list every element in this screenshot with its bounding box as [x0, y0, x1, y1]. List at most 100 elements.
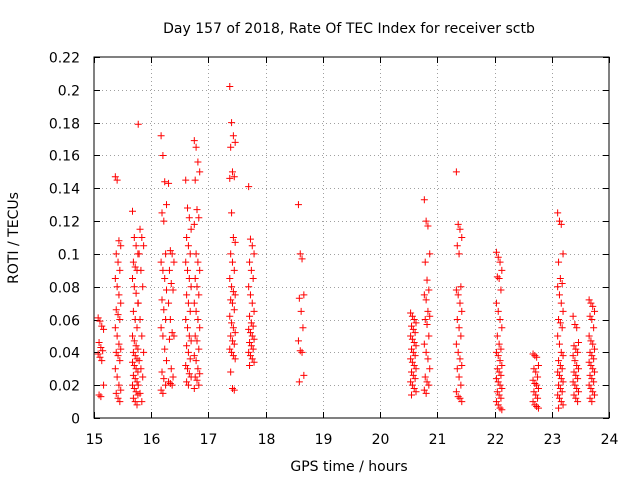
data-point — [425, 332, 433, 340]
data-point — [117, 386, 125, 394]
data-point — [411, 375, 419, 383]
x-tick-label: 20 — [372, 432, 390, 448]
data-point — [97, 393, 105, 401]
data-point — [498, 384, 506, 392]
data-point — [420, 196, 428, 204]
data-point — [556, 384, 564, 392]
data-point — [420, 340, 428, 348]
data-point — [496, 404, 504, 412]
data-point — [94, 350, 102, 358]
data-point — [129, 371, 137, 379]
data-point — [250, 358, 258, 366]
data-point — [492, 299, 500, 307]
data-point — [159, 266, 167, 274]
data-point — [158, 209, 166, 217]
data-point — [130, 234, 138, 241]
data-point — [493, 388, 501, 396]
x-tick-label: 19 — [315, 432, 333, 448]
data-point — [186, 250, 194, 258]
data-point — [575, 388, 583, 396]
data-point — [294, 201, 302, 209]
data-point — [247, 266, 255, 274]
x-tick-label: 24 — [601, 432, 619, 448]
data-point — [454, 291, 462, 299]
data-point — [574, 375, 582, 383]
data-point — [589, 340, 597, 348]
data-point — [229, 132, 237, 140]
data-point — [573, 361, 581, 369]
data-point — [455, 324, 463, 332]
data-point — [196, 370, 204, 378]
y-tick-label: 0.22 — [49, 51, 80, 67]
data-point — [157, 324, 165, 332]
data-point — [534, 373, 542, 381]
data-point — [132, 342, 140, 350]
data-point — [573, 384, 581, 392]
data-point — [116, 266, 124, 274]
x-tick-labels: 15 16 17 18 19 20 21 22 23 24 — [86, 432, 619, 448]
data-point — [421, 316, 429, 324]
data-point — [410, 361, 418, 369]
data-point — [423, 378, 431, 386]
data-point — [492, 348, 500, 356]
data-point — [555, 381, 563, 389]
data-point — [165, 299, 173, 307]
data-point — [410, 316, 418, 324]
data-point — [296, 250, 304, 258]
data-point — [160, 306, 168, 314]
data-point — [557, 348, 565, 356]
data-point — [249, 275, 257, 283]
data-point — [422, 217, 430, 225]
data-point — [165, 378, 173, 386]
data-point — [132, 289, 140, 297]
data-point — [192, 357, 200, 365]
data-point — [196, 168, 204, 176]
data-point — [496, 316, 504, 324]
data-point — [534, 384, 542, 392]
data-point — [117, 345, 125, 353]
data-point — [95, 339, 103, 347]
data-point — [494, 352, 502, 360]
data-point — [587, 361, 595, 369]
data-point — [299, 324, 307, 332]
plot-frame — [93, 56, 610, 419]
data-point — [133, 324, 141, 332]
data-point — [572, 371, 580, 379]
data-point — [115, 237, 123, 245]
data-point — [157, 132, 165, 140]
data-point — [228, 119, 236, 127]
data-point — [163, 286, 171, 294]
data-point — [227, 296, 235, 304]
data-point — [246, 352, 254, 360]
data-point — [408, 381, 416, 389]
data-point — [591, 345, 599, 353]
data-point — [495, 368, 503, 376]
data-point — [585, 332, 593, 340]
data-point — [534, 394, 542, 402]
grid-lines — [94, 57, 609, 418]
data-point — [112, 348, 120, 356]
data-point — [185, 275, 193, 283]
data-point — [132, 242, 140, 250]
data-point — [424, 355, 432, 363]
data-point — [408, 391, 415, 399]
data-point — [457, 381, 465, 389]
data-point — [129, 332, 136, 340]
data-point — [409, 371, 417, 379]
data-point — [534, 404, 542, 412]
x-tick-label: 15 — [86, 432, 104, 448]
data-point — [574, 348, 582, 356]
data-point — [157, 386, 165, 394]
data-point — [194, 158, 202, 166]
data-point — [246, 258, 254, 266]
data-point — [140, 242, 148, 250]
data-point — [498, 266, 506, 274]
data-point — [184, 365, 192, 373]
data-point — [191, 176, 199, 184]
data-point — [182, 258, 190, 266]
data-point — [586, 312, 594, 320]
data-point — [587, 299, 595, 307]
data-point — [453, 365, 461, 373]
